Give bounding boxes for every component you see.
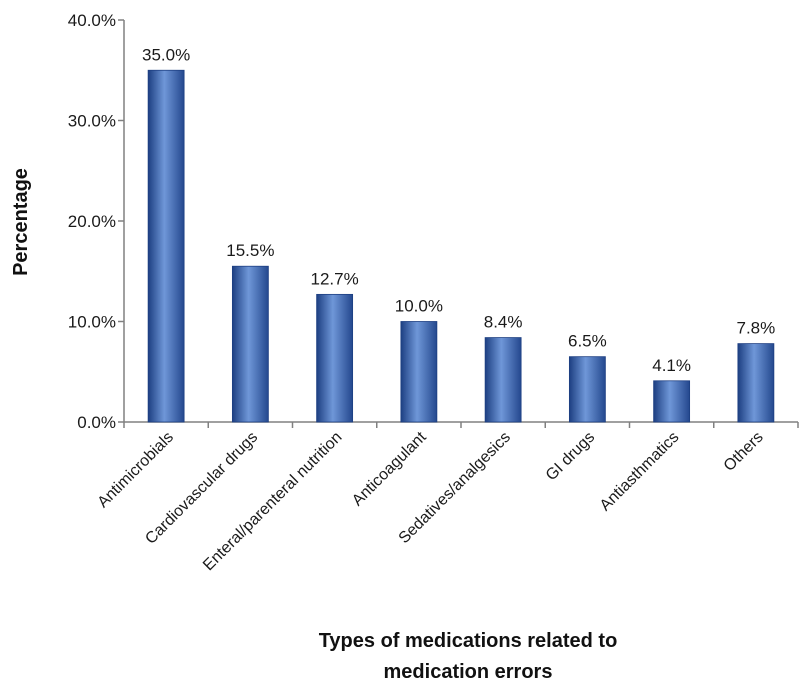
data-label: 10.0% (395, 297, 443, 316)
category-label: Others (721, 429, 767, 475)
y-tick-label: 30.0% (68, 112, 116, 131)
data-label: 6.5% (568, 332, 607, 351)
x-axis-title-line-1: Types of medications related to (319, 630, 618, 652)
category-label: Antimicrobials (95, 429, 177, 511)
bar (316, 293, 354, 423)
bar (484, 337, 522, 423)
y-axis: 0.0% 10.0% 20.0% 30.0% 40.0% (68, 11, 125, 432)
data-label: 12.7% (311, 269, 359, 288)
x-axis-title-line-2: medication errors (384, 661, 553, 683)
category-label: Anticoagulant (349, 428, 430, 509)
category-label: GI drugs (543, 429, 598, 484)
category-label: Enteral/parenteral nutrition (200, 429, 345, 574)
data-label: 35.0% (142, 45, 190, 64)
y-tick-label: 10.0% (68, 313, 116, 332)
bar (737, 343, 775, 423)
y-tick-label: 0.0% (77, 413, 116, 432)
y-axis-title: Percentage (10, 168, 32, 276)
bar (231, 265, 269, 423)
y-tick-label: 40.0% (68, 11, 116, 30)
bars (147, 69, 775, 423)
y-tick-label: 20.0% (68, 212, 116, 231)
bar (400, 321, 438, 423)
data-label: 8.4% (484, 313, 523, 332)
bar (147, 69, 185, 423)
data-label: 4.1% (652, 356, 691, 375)
data-label: 7.8% (737, 319, 776, 338)
bar (568, 356, 606, 423)
data-label: 15.5% (226, 241, 274, 260)
data-labels: 35.0% 15.5% 12.7% 10.0% 8.4% 6.5% 4.1% 7.8% (142, 45, 775, 375)
bar (653, 380, 691, 423)
category-label: Antiasthmatics (597, 429, 683, 515)
x-axis (123, 421, 799, 428)
